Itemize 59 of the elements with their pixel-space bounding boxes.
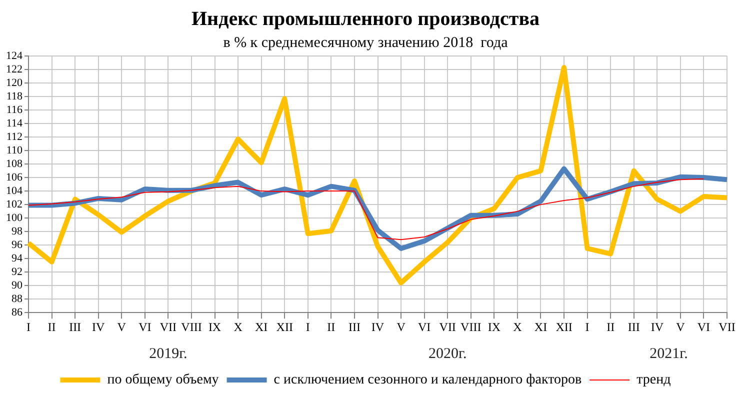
text: 2021г. — [650, 346, 688, 362]
text: 2019г. — [149, 346, 188, 362]
x-tick-label: I — [306, 320, 310, 334]
y-tick-label: 112 — [6, 130, 22, 143]
y-tick-label: 104 — [6, 184, 23, 197]
legend-label: тренд — [636, 372, 671, 388]
x-tick-label: VI — [697, 320, 710, 334]
x-tick-label: IV — [92, 320, 106, 334]
x-tick-label: V — [676, 320, 686, 334]
y-tick-label: 114 — [6, 117, 23, 130]
x-tick-label: II — [606, 320, 615, 334]
x-tick-label: IX — [208, 320, 222, 334]
x-tick-label: XI — [534, 320, 548, 334]
x-tick-label: III — [69, 320, 82, 334]
text: 2020г. — [428, 346, 467, 362]
y-tick-label: 110 — [6, 144, 23, 156]
x-tick-label: I — [26, 320, 30, 334]
y-tick-label: 102 — [6, 198, 22, 210]
chart-title: Индекс промышленного производства — [191, 8, 540, 30]
x-tick-label: IV — [650, 320, 664, 334]
y-tick-label: 120 — [6, 76, 23, 89]
y-tick-label: 90 — [12, 279, 23, 292]
x-tick-label: VII — [718, 320, 736, 334]
x-tick-label: III — [348, 320, 360, 334]
y-tick-label: 124 — [6, 50, 23, 62]
x-tick-label: V — [117, 320, 126, 334]
y-tick-label: 122 — [6, 63, 22, 76]
x-tick-label: XII — [276, 320, 293, 334]
x-tick-label: XI — [254, 320, 268, 334]
y-tick-label: 118 — [6, 90, 23, 102]
x-tick-label: VIII — [460, 320, 482, 334]
legend-label: по общему объему — [107, 372, 219, 388]
chart-subtitle: в % к среднемесячному значению 2018 года — [223, 34, 508, 51]
y-tick-label: 98 — [12, 225, 23, 238]
x-tick-label: VIII — [181, 320, 202, 334]
x-tick-label: VII — [439, 320, 456, 334]
x-tick-label: VI — [418, 320, 431, 334]
y-tick-label: 108 — [6, 158, 23, 170]
x-tick-label: VII — [160, 320, 177, 334]
y-tick-label: 100 — [6, 212, 23, 224]
y-tick-label: 116 — [6, 104, 23, 116]
y-tick-label: 88 — [12, 292, 23, 305]
x-tick-label: I — [585, 320, 590, 334]
y-tick-label: 96 — [12, 238, 23, 251]
y-tick-label: 92 — [12, 266, 22, 278]
y-tick-label: 86 — [12, 306, 23, 318]
x-tick-label: VI — [138, 320, 152, 334]
x-tick-label: IV — [371, 320, 384, 334]
x-tick-label: III — [628, 320, 640, 334]
x-tick-label: X — [513, 320, 522, 334]
x-tick-label: X — [234, 320, 243, 334]
legend-label: с исключением сезонного и календарного факторов — [274, 372, 582, 388]
x-tick-label: V — [396, 320, 406, 334]
y-tick-label: 106 — [6, 171, 23, 184]
x-tick-label: II — [327, 320, 336, 334]
x-tick-label: XII — [556, 320, 572, 334]
x-tick-label: II — [48, 320, 56, 334]
y-tick-label: 94 — [12, 252, 23, 264]
x-tick-label: IX — [488, 320, 501, 334]
